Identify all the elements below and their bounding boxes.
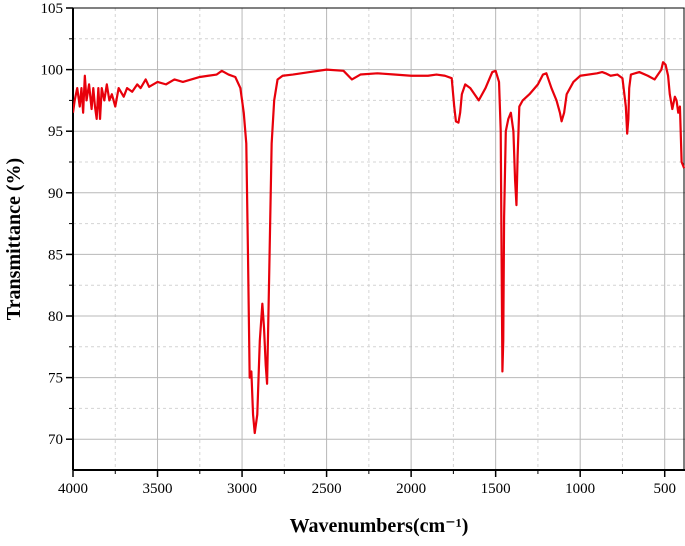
y-tick-label: 100 (41, 63, 64, 79)
x-tick-label: 2000 (396, 481, 426, 497)
x-tick-label: 4000 (58, 481, 88, 497)
y-tick-label: 85 (48, 247, 63, 263)
x-tick-label: 3000 (227, 481, 257, 497)
spectrum-line (73, 61, 685, 435)
x-tick-label: 2500 (312, 481, 342, 497)
y-tick-label: 80 (48, 309, 63, 325)
y-tick-label: 75 (48, 371, 63, 387)
x-tick-label: 1000 (565, 481, 595, 497)
x-tick-label: 1500 (481, 481, 511, 497)
x-tick-label: 500 (653, 481, 676, 497)
y-axis-label: Transmittance (%) (3, 158, 25, 320)
plot-frame (72, 7, 685, 471)
x-axis-label: Wavenumbers(cm⁻¹) (290, 515, 469, 537)
x-tick-label: 3500 (143, 481, 173, 497)
y-tick-label: 95 (48, 124, 63, 140)
y-tick-label: 105 (41, 1, 64, 17)
y-tick-label: 70 (48, 432, 63, 448)
y-tick-label: 90 (48, 186, 63, 202)
